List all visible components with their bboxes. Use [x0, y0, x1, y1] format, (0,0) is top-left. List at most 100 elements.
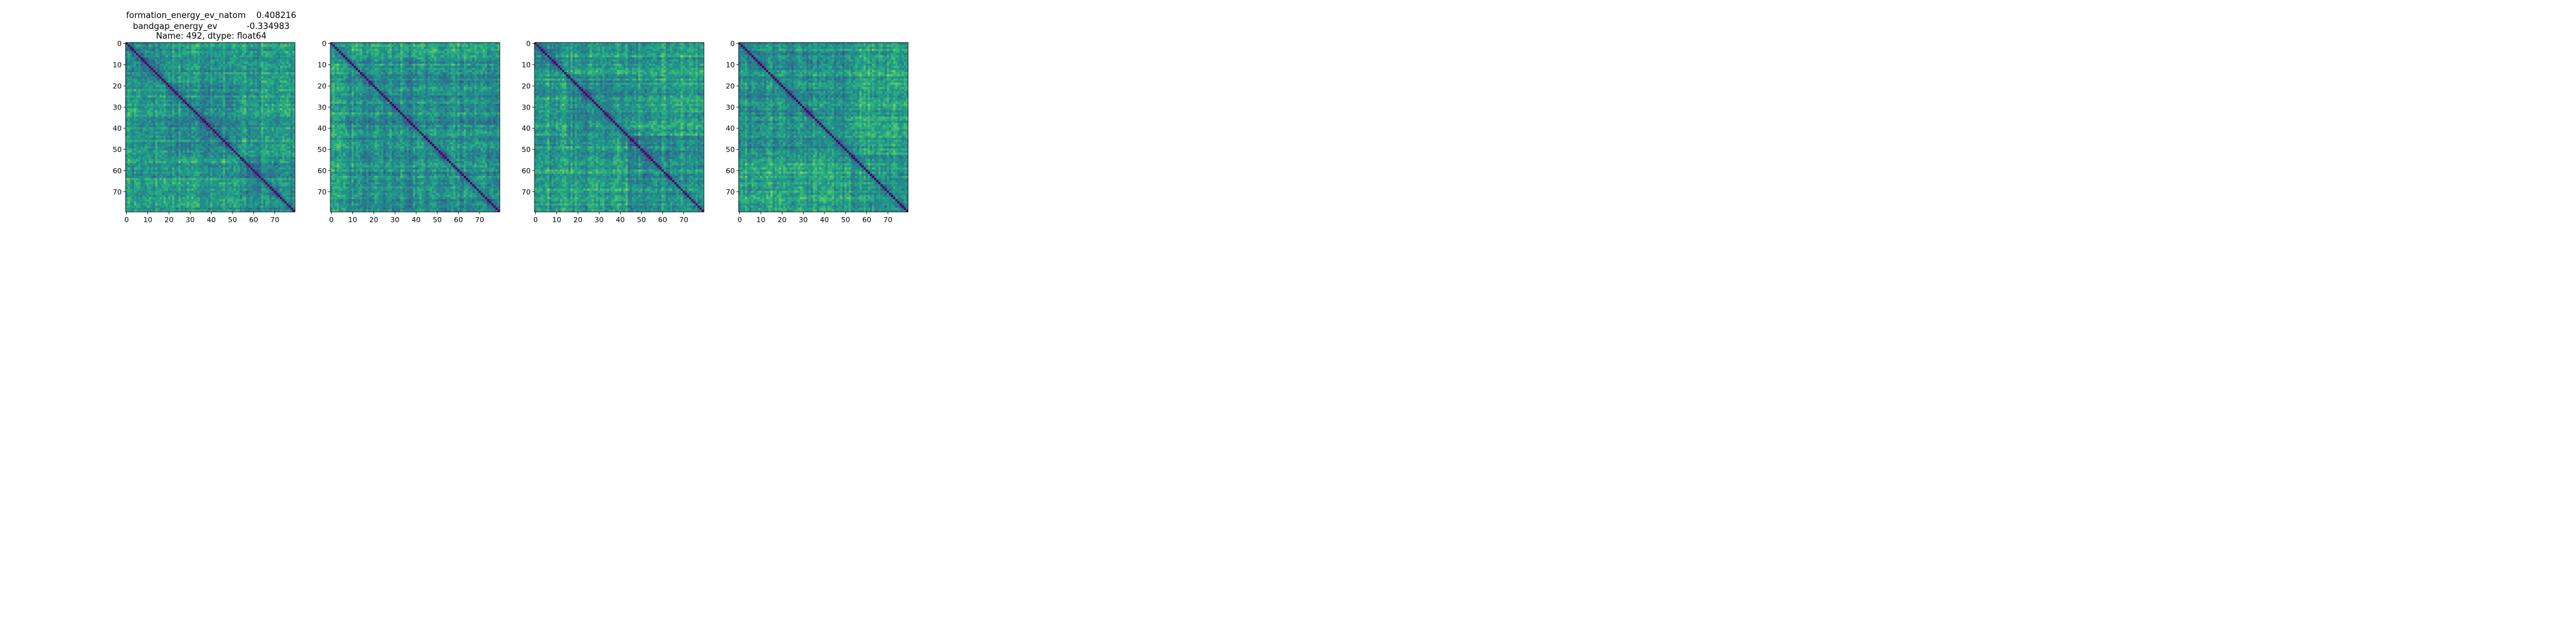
heatmap-cell: [272, 112, 274, 115]
heatmap-cell: [278, 59, 281, 62]
heatmap-cell: [234, 47, 236, 50]
heatmap-cell: [231, 77, 234, 79]
heatmap-cell: [229, 77, 232, 79]
heatmap-cell: [211, 138, 213, 140]
heatmap-cell: [162, 123, 164, 126]
heatmap-cell: [259, 49, 261, 52]
heatmap-cell: [265, 51, 268, 53]
heatmap-cell: [142, 167, 145, 170]
heatmap-cell: [249, 72, 251, 75]
heatmap-cell: [204, 68, 207, 70]
heatmap-cell: [149, 87, 151, 90]
heatmap-cell: [195, 49, 198, 52]
heatmap-cell: [175, 140, 177, 142]
heatmap-cell: [149, 82, 151, 85]
heatmap-cell: [128, 117, 130, 119]
heatmap-cell: [280, 80, 283, 83]
heatmap-cell: [244, 62, 247, 64]
heatmap-cell: [164, 129, 166, 132]
heatmap-cell: [193, 151, 196, 153]
heatmap-cell: [287, 68, 289, 70]
heatmap-cell: [170, 172, 173, 175]
heatmap-cell: [160, 104, 162, 106]
heatmap-cell: [178, 80, 181, 83]
heatmap-cell: [138, 129, 141, 132]
heatmap-cell: [198, 169, 200, 172]
heatmap-cell: [128, 131, 130, 134]
heatmap-cell: [170, 167, 173, 170]
heatmap-cell: [198, 146, 200, 149]
heatmap-cell: [225, 93, 228, 96]
heatmap-cell: [170, 115, 173, 117]
heatmap-cell: [128, 153, 130, 155]
heatmap-cell: [153, 95, 156, 98]
heatmap-cell: [170, 163, 173, 166]
heatmap-cell: [251, 163, 253, 166]
heatmap-cell: [257, 62, 260, 64]
heatmap-cell: [149, 125, 151, 128]
heatmap-cell: [180, 74, 183, 77]
heatmap-cell: [140, 89, 143, 91]
heatmap-cell: [285, 77, 287, 79]
heatmap-cell: [274, 121, 276, 124]
heatmap-cell: [187, 102, 189, 104]
heatmap-cell: [202, 131, 204, 134]
heatmap-cell: [255, 161, 258, 164]
heatmap-cell: [166, 47, 168, 50]
heatmap-cell: [285, 146, 287, 149]
heatmap-cell: [290, 123, 293, 126]
heatmap-cell: [149, 85, 151, 88]
heatmap-cell: [134, 74, 137, 77]
heatmap-cell: [134, 47, 137, 50]
heatmap-cell: [178, 43, 181, 45]
heatmap-cell: [157, 118, 160, 121]
heatmap-cell: [145, 118, 147, 121]
heatmap-cell: [142, 93, 145, 96]
heatmap-cell: [145, 70, 147, 73]
heatmap-cell: [216, 163, 219, 166]
heatmap-cell: [255, 44, 258, 47]
heatmap-cell: [180, 159, 183, 162]
heatmap-cell: [145, 117, 147, 119]
heatmap-cell: [145, 108, 147, 111]
heatmap-cell: [259, 68, 261, 70]
heatmap-cell: [216, 79, 219, 81]
heatmap-cell: [213, 172, 215, 175]
heatmap-cell: [265, 104, 268, 106]
heatmap-cell: [134, 128, 137, 130]
heatmap-cell: [267, 118, 270, 121]
heatmap-cell: [172, 70, 175, 73]
heatmap-cell: [252, 66, 255, 68]
heatmap-cell: [208, 79, 211, 81]
heatmap-cell: [240, 53, 243, 55]
heatmap-cell: [280, 85, 283, 88]
heatmap-cell: [257, 128, 260, 130]
heatmap-cell: [252, 85, 255, 88]
heatmap-cell: [234, 148, 236, 151]
heatmap-cell: [216, 121, 219, 124]
heatmap-cell: [145, 166, 147, 168]
heatmap-cell: [276, 146, 278, 149]
heatmap-cell: [231, 167, 234, 170]
heatmap-cell: [225, 49, 228, 52]
heatmap-cell: [193, 125, 196, 128]
heatmap-cell: [270, 112, 272, 115]
heatmap-cell: [221, 159, 223, 162]
heatmap-cell: [202, 66, 204, 68]
heatmap-cell: [204, 148, 207, 151]
heatmap-cell: [280, 70, 283, 73]
heatmap-cell: [126, 163, 128, 166]
heatmap-cell: [282, 77, 285, 79]
heatmap-cell: [168, 155, 171, 157]
heatmap-cell: [234, 159, 236, 162]
heatmap-cell: [211, 70, 213, 73]
heatmap-cell: [282, 148, 285, 151]
heatmap-cell: [126, 79, 128, 81]
heatmap-cell: [145, 125, 147, 128]
heatmap-cell: [213, 85, 215, 88]
heatmap-cell: [168, 110, 171, 113]
heatmap-cell: [270, 169, 272, 172]
heatmap-cell: [187, 70, 189, 73]
heatmap-cell: [231, 118, 234, 121]
heatmap-cell: [255, 144, 258, 147]
